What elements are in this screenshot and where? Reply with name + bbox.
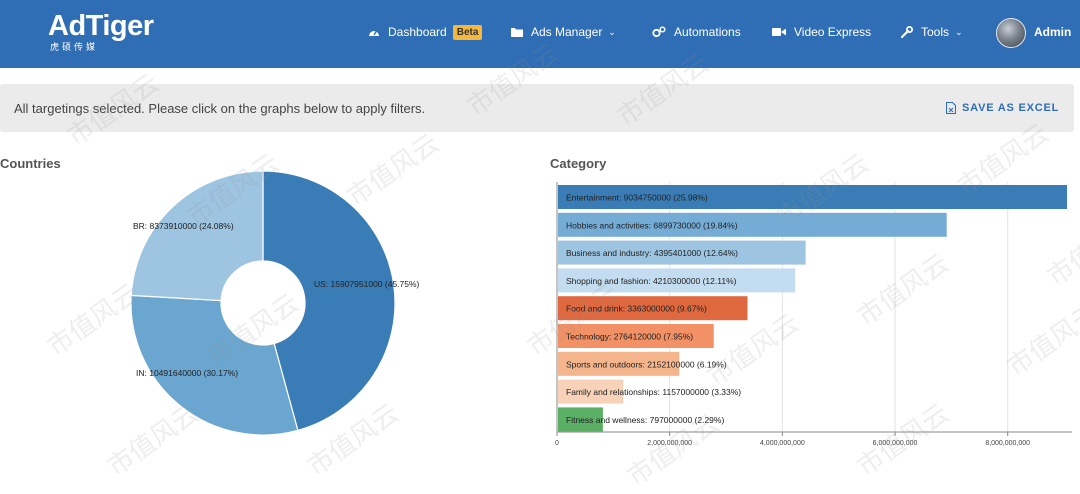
bar-label: Entertainment: 9034750000 (25.98%) xyxy=(566,193,708,203)
filter-message: All targetings selected. Please click on… xyxy=(14,101,426,116)
x-tick-label: 2,000,000,000 xyxy=(647,440,692,447)
nav-ads-manager[interactable]: Ads Manager ⌄ xyxy=(511,22,616,42)
nav-automations-label: Automations xyxy=(674,25,741,39)
chevron-down-icon: ⌄ xyxy=(608,26,616,37)
pie-slice-in[interactable] xyxy=(130,294,299,436)
bar-label: Hobbies and activities: 6899730000 (19.8… xyxy=(566,220,738,230)
category-bar-chart[interactable]: 0 2,000,000,000 4,000,000,000 6,000,000,000… xyxy=(555,182,1072,447)
bar-label: Sports and outdoors: 2152100000 (6.19%) xyxy=(566,359,727,369)
bar-fitness-and-wellness[interactable] xyxy=(558,407,603,432)
x-tick-label: 8,000,000,000 xyxy=(985,440,1030,447)
wrench-icon xyxy=(901,26,913,38)
bar-food-and-drink[interactable] xyxy=(558,296,748,321)
save-as-excel-label: SAVE AS EXCEL xyxy=(962,102,1060,114)
nav-tools-label: Tools xyxy=(921,25,950,39)
x-tick-label: 4,000,000,000 xyxy=(760,440,805,447)
bar-technology[interactable] xyxy=(558,324,714,348)
charts-canvas: US: 15907951000 (45.75%) IN: 10491640000 … xyxy=(130,170,1072,447)
bar-family-and-relationships[interactable] xyxy=(558,379,624,404)
bar-label: Food and drink: 3363000000 (9.67%) xyxy=(566,304,707,314)
logo-text: AdTiger xyxy=(48,10,154,42)
pie-slice-br[interactable] xyxy=(130,170,264,302)
adtiger-logo[interactable]: AdTiger 虎硕传媒 xyxy=(48,10,154,52)
bar-label: Fitness and wellness: 797000000 (2.29%) xyxy=(566,415,724,425)
bar-entertainment[interactable] xyxy=(558,185,1067,209)
video-camera-icon xyxy=(772,28,786,36)
category-title: Category xyxy=(550,156,607,171)
beta-badge: Beta xyxy=(452,24,483,40)
filter-status-bar: All targetings selected. Please click on… xyxy=(0,84,1074,132)
nav-video-express[interactable]: Video Express xyxy=(772,22,871,42)
bar-label: Shopping and fashion: 4210300000 (12.11%… xyxy=(566,276,737,286)
user-name[interactable]: Admin xyxy=(1034,25,1072,39)
bar-label: Family and relationships: 1157000000 (3.… xyxy=(566,387,741,397)
nav-video-express-label: Video Express xyxy=(794,25,872,39)
bar-hobbies-and-activities[interactable] xyxy=(558,212,947,237)
x-tick-label: 0 xyxy=(555,440,559,447)
nav-dashboard[interactable]: Dashboard Beta xyxy=(368,22,483,42)
pie-label-in: IN: 10491640000 (30.17%) xyxy=(136,368,238,378)
top-navbar: AdTiger 虎硕传媒 Dashboard Beta Ads Manager … xyxy=(0,0,1080,68)
logo-subtitle: 虎硕传媒 xyxy=(50,42,99,52)
folder-icon xyxy=(511,28,523,37)
chevron-down-icon: ⌄ xyxy=(955,26,963,37)
save-as-excel-button[interactable]: SAVE AS EXCEL xyxy=(946,102,1059,114)
x-tick-label: 6,000,000,000 xyxy=(873,440,918,447)
countries-donut-chart[interactable]: US: 15907951000 (45.75%) IN: 10491640000 … xyxy=(130,170,420,436)
nav-ads-manager-label: Ads Manager xyxy=(531,25,603,39)
excel-file-icon xyxy=(946,102,956,114)
dashboard-icon xyxy=(369,30,379,36)
nav-tools[interactable]: Tools ⌄ xyxy=(901,22,963,42)
nav-automations[interactable]: Automations xyxy=(652,22,741,42)
bar-label: Business and industry: 4395401000 (12.64… xyxy=(566,248,738,258)
pie-label-us: US: 15907951000 (45.75%) xyxy=(314,279,420,289)
nav-dashboard-label: Dashboard xyxy=(388,25,447,39)
user-avatar[interactable] xyxy=(996,18,1026,48)
pie-label-br: BR: 8373910000 (24.08%) xyxy=(133,221,234,231)
bar-shopping-and-fashion[interactable] xyxy=(558,268,796,293)
countries-title: Countries xyxy=(0,156,61,171)
bar-sports-and-outdoors[interactable] xyxy=(558,351,680,376)
gears-icon xyxy=(652,26,666,38)
bar-label: Technology: 2764120000 (7.95%) xyxy=(566,332,693,342)
pie-slice-us[interactable] xyxy=(262,170,396,432)
bar-business-and-industry[interactable] xyxy=(558,240,806,265)
